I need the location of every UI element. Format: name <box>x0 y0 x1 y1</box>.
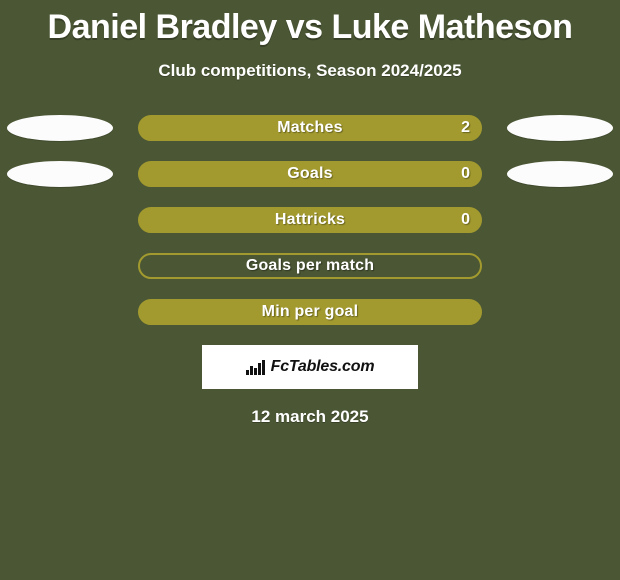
page-title: Daniel Bradley vs Luke Matheson <box>48 8 573 47</box>
player-marker-right <box>507 161 613 187</box>
stat-bar: Goals per match <box>138 253 482 279</box>
stat-row: 0Hattricks <box>0 207 620 233</box>
bar-fill-right <box>140 209 480 231</box>
player-marker-right <box>507 115 613 141</box>
bar-chart-icon <box>246 360 265 375</box>
stat-bar: Min per goal <box>138 299 482 325</box>
page-subtitle: Club competitions, Season 2024/2025 <box>158 61 461 81</box>
stat-row: Goals per match <box>0 253 620 279</box>
stat-rows: 2Matches 0Goals 0Hattricks Goals per match M… <box>0 115 620 325</box>
stat-row: 0Goals <box>0 161 620 187</box>
comparison-infographic: Daniel Bradley vs Luke Matheson Club com… <box>0 0 620 580</box>
brand-text: FcTables.com <box>271 358 375 376</box>
player-marker-left <box>7 115 113 141</box>
brand-badge: FcTables.com <box>202 345 418 389</box>
bar-fill-right <box>140 301 480 323</box>
stat-bar: 0Hattricks <box>138 207 482 233</box>
stat-bar: 0Goals <box>138 161 482 187</box>
stat-value-right: 0 <box>461 211 470 229</box>
stat-value-right: 2 <box>461 119 470 137</box>
bar-fill-right <box>140 163 480 185</box>
stat-label: Goals per match <box>140 257 480 275</box>
stat-bar: 2Matches <box>138 115 482 141</box>
player-marker-left <box>7 161 113 187</box>
stat-value-right: 0 <box>461 165 470 183</box>
stat-row: Min per goal <box>0 299 620 325</box>
stat-row: 2Matches <box>0 115 620 141</box>
date-label: 12 march 2025 <box>251 407 368 427</box>
bar-fill-right <box>140 117 480 139</box>
